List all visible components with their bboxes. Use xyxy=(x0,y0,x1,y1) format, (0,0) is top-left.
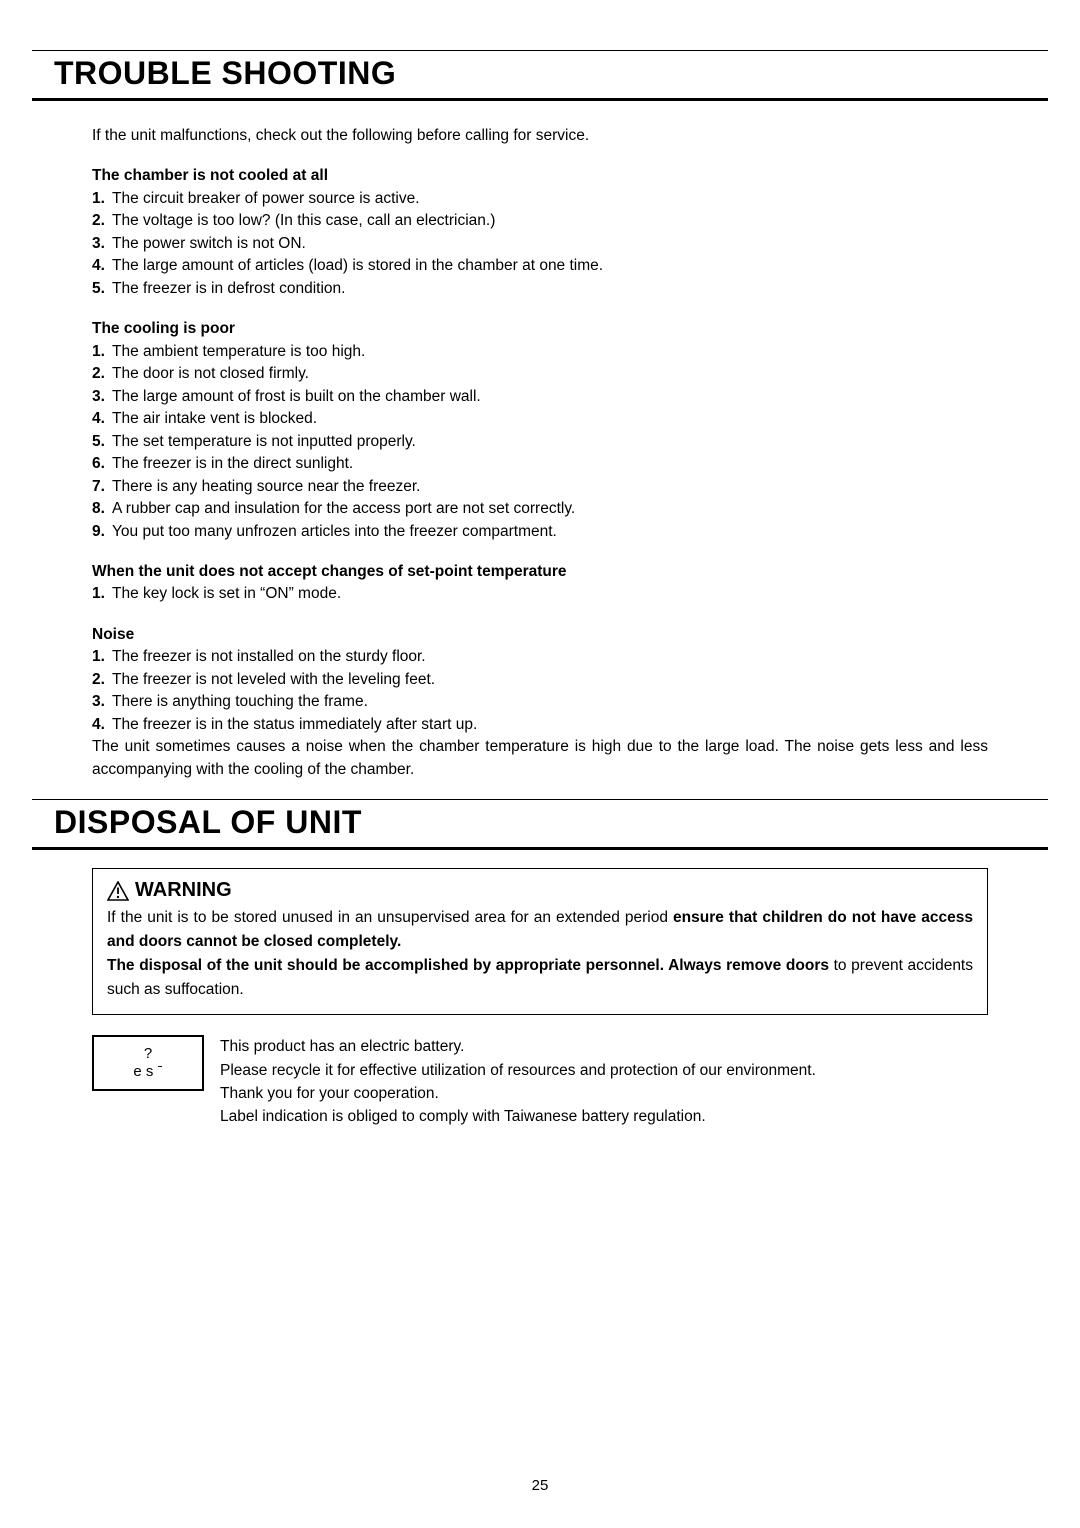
troubleshoot-block: Noise1. The freezer is not installed on … xyxy=(92,624,988,781)
battery-text-line: Please recycle it for effective utilizat… xyxy=(220,1059,988,1082)
list-item-text: The power switch is not ON. xyxy=(112,233,988,255)
list-item-number: 2. xyxy=(92,669,112,691)
list-item-number: 9. xyxy=(92,521,112,543)
list-item-number: 6. xyxy=(92,453,112,475)
list-item-number: 1. xyxy=(92,341,112,363)
battery-label-line2: e s ˉ xyxy=(133,1063,162,1081)
list-item-number: 1. xyxy=(92,646,112,668)
section-title-disposal: DISPOSAL OF UNIT xyxy=(0,800,1080,847)
troubleshoot-block: The cooling is poor1. The ambient temper… xyxy=(92,318,988,543)
list-item: 4. The large amount of articles (load) i… xyxy=(92,255,988,277)
list-item-number: 3. xyxy=(92,386,112,408)
battery-text-line: This product has an electric battery. xyxy=(220,1035,988,1058)
list-item: 3. There is anything touching the frame. xyxy=(92,691,988,713)
page-number: 25 xyxy=(0,1477,1080,1494)
list-item-text: The key lock is set in “ON” mode. xyxy=(112,583,988,605)
battery-text-line: Thank you for your cooperation. xyxy=(220,1082,988,1105)
troubleshoot-list: 1. The key lock is set in “ON” mode. xyxy=(92,583,988,605)
list-item-text: There is any heating source near the fre… xyxy=(112,476,988,498)
list-item-text: The freezer is not leveled with the leve… xyxy=(112,669,988,691)
list-item: 1. The key lock is set in “ON” mode. xyxy=(92,583,988,605)
battery-text: This product has an electric battery.Ple… xyxy=(220,1035,988,1128)
section-title-troubleshoot: TROUBLE SHOOTING xyxy=(0,51,1080,98)
troubleshoot-content: If the unit malfunctions, check out the … xyxy=(0,101,1080,781)
list-item-text: The freezer is in the direct sunlight. xyxy=(112,453,988,475)
troubleshoot-list: 1. The circuit breaker of power source i… xyxy=(92,188,988,300)
list-item-number: 5. xyxy=(92,278,112,300)
rule-below-title-2 xyxy=(32,847,1048,850)
list-item-text: The circuit breaker of power source is a… xyxy=(112,188,988,210)
list-item: 7. There is any heating source near the … xyxy=(92,476,988,498)
warning-pre: If the unit is to be stored unused in an… xyxy=(107,909,673,926)
troubleshoot-intro: If the unit malfunctions, check out the … xyxy=(92,125,988,147)
list-item: 9. You put too many unfrozen articles in… xyxy=(92,521,988,543)
list-item-number: 3. xyxy=(92,691,112,713)
troubleshoot-subheading: The cooling is poor xyxy=(92,318,988,340)
list-item: 3. The large amount of frost is built on… xyxy=(92,386,988,408)
warning-icon xyxy=(107,881,129,901)
list-item-text: The large amount of articles (load) is s… xyxy=(112,255,988,277)
list-item-number: 2. xyxy=(92,363,112,385)
warning-heading: WARNING xyxy=(107,879,973,902)
battery-row: ? e s ˉ This product has an electric bat… xyxy=(92,1035,988,1128)
list-item-text: A rubber cap and insulation for the acce… xyxy=(112,498,988,520)
list-item: 2. The door is not closed firmly. xyxy=(92,363,988,385)
list-item-number: 5. xyxy=(92,431,112,453)
battery-text-line: Label indication is obliged to comply wi… xyxy=(220,1105,988,1128)
list-item-text: You put too many unfrozen articles into … xyxy=(112,521,988,543)
list-item-text: The door is not closed firmly. xyxy=(112,363,988,385)
list-item: 2. The freezer is not leveled with the l… xyxy=(92,669,988,691)
list-item: 8. A rubber cap and insulation for the a… xyxy=(92,498,988,520)
list-item: 2. The voltage is too low? (In this case… xyxy=(92,210,988,232)
troubleshoot-list: 1. The ambient temperature is too high.2… xyxy=(92,341,988,543)
list-item: 4. The freezer is in the status immediat… xyxy=(92,714,988,736)
list-item-text: The freezer is in defrost condition. xyxy=(112,278,988,300)
list-item-text: The air intake vent is blocked. xyxy=(112,408,988,430)
list-item-number: 7. xyxy=(92,476,112,498)
warning-box: WARNING If the unit is to be stored unus… xyxy=(92,868,988,1015)
warning-text: If the unit is to be stored unused in an… xyxy=(107,906,973,1002)
list-item: 1. The ambient temperature is too high. xyxy=(92,341,988,363)
list-item-number: 1. xyxy=(92,583,112,605)
list-item-number: 1. xyxy=(92,188,112,210)
troubleshoot-block: The chamber is not cooled at all1. The c… xyxy=(92,165,988,300)
list-item-text: The freezer is not installed on the stur… xyxy=(112,646,988,668)
troubleshoot-subheading: The chamber is not cooled at all xyxy=(92,165,988,187)
list-item-number: 8. xyxy=(92,498,112,520)
list-item-number: 3. xyxy=(92,233,112,255)
list-item: 5. The freezer is in defrost condition. xyxy=(92,278,988,300)
list-item: 4. The air intake vent is blocked. xyxy=(92,408,988,430)
list-item: 1. The circuit breaker of power source i… xyxy=(92,188,988,210)
list-item-number: 4. xyxy=(92,714,112,736)
list-item: 3. The power switch is not ON. xyxy=(92,233,988,255)
list-item: 6. The freezer is in the direct sunlight… xyxy=(92,453,988,475)
list-item-text: The set temperature is not inputted prop… xyxy=(112,431,988,453)
list-item-text: The ambient temperature is too high. xyxy=(112,341,988,363)
list-item-text: There is anything touching the frame. xyxy=(112,691,988,713)
troubleshoot-subheading: When the unit does not accept changes of… xyxy=(92,561,988,583)
list-item-number: 4. xyxy=(92,408,112,430)
list-item: 5. The set temperature is not inputted p… xyxy=(92,431,988,453)
troubleshoot-block: When the unit does not accept changes of… xyxy=(92,561,988,606)
list-item-number: 4. xyxy=(92,255,112,277)
warning-label: WARNING xyxy=(135,879,232,902)
troubleshoot-list: 1. The freezer is not installed on the s… xyxy=(92,646,988,736)
list-item-text: The freezer is in the status immediately… xyxy=(112,714,988,736)
battery-label-box: ? e s ˉ xyxy=(92,1035,204,1091)
troubleshoot-subheading: Noise xyxy=(92,624,988,646)
battery-label-line1: ? xyxy=(144,1045,152,1063)
list-item: 1. The freezer is not installed on the s… xyxy=(92,646,988,668)
troubleshoot-trailing: The unit sometimes causes a noise when t… xyxy=(92,736,988,781)
list-item-number: 2. xyxy=(92,210,112,232)
list-item-text: The large amount of frost is built on th… xyxy=(112,386,988,408)
list-item-text: The voltage is too low? (In this case, c… xyxy=(112,210,988,232)
warning-bold-2: The disposal of the unit should be accom… xyxy=(107,957,829,974)
